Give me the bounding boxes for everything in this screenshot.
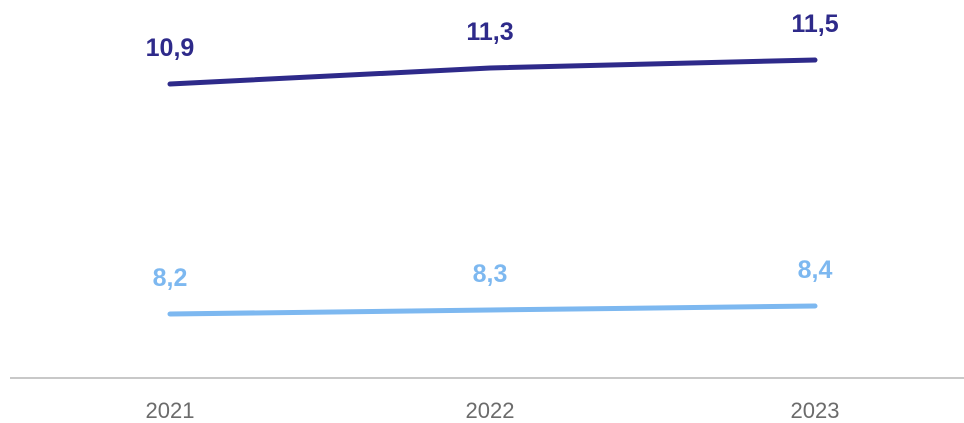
x-tick-label: 2022 bbox=[466, 398, 515, 423]
series-layer: 10,9 11,3 11,5 8,2 8,3 8,4 bbox=[146, 10, 839, 317]
x-tick-label: 2023 bbox=[791, 398, 840, 423]
series-1-data-label: 10,9 bbox=[146, 34, 195, 62]
series-2-line bbox=[167, 303, 818, 317]
series-1: 10,9 11,3 11,5 bbox=[146, 10, 839, 87]
series-2-data-label: 8,2 bbox=[153, 264, 188, 292]
series-1-data-label: 11,3 bbox=[466, 18, 513, 46]
series-2-data-label: 8,4 bbox=[798, 256, 833, 284]
series-2-data-label: 8,3 bbox=[473, 260, 508, 288]
series-1-line bbox=[167, 57, 818, 87]
x-axis-ticks: 2021 2022 2023 bbox=[146, 398, 840, 423]
series-2: 8,2 8,3 8,4 bbox=[153, 256, 833, 317]
series-1-data-label: 11,5 bbox=[791, 10, 838, 38]
x-tick-label: 2021 bbox=[146, 398, 195, 423]
